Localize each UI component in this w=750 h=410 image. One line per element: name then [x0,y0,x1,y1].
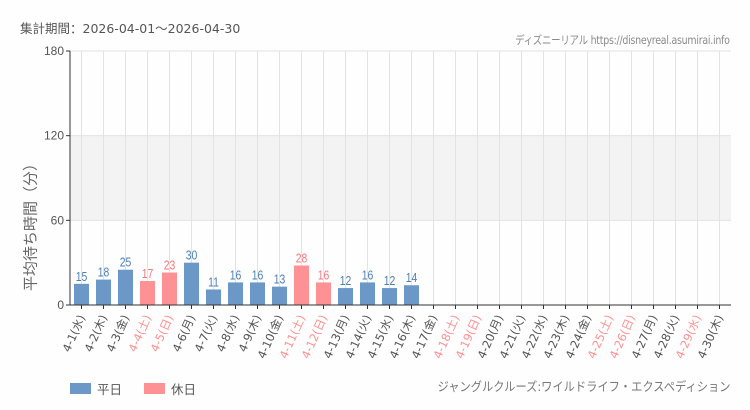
y-tick-label: 180 [44,44,64,58]
bar[interactable] [272,286,287,305]
bar[interactable] [316,282,331,305]
bar[interactable] [228,282,243,305]
bar[interactable] [250,282,265,305]
bar[interactable] [162,272,177,305]
bar-value-label: 12 [384,274,396,288]
bar-value-label: 14 [406,271,418,285]
legend-holiday[interactable]: 休日 [144,379,196,398]
attraction-name: ジャングルクルーズ:ワイルドライフ・エクスペディション [437,379,730,394]
weekday-swatch [70,383,91,394]
bar[interactable] [360,282,375,305]
y-tick-label: 0 [57,298,64,312]
legend-weekday-label: 平日 [97,382,123,397]
bar-value-label: 30 [186,249,198,263]
bar[interactable] [118,269,133,305]
bar-value-label: 16 [318,268,330,282]
bar[interactable] [338,288,353,305]
bar-value-label: 16 [230,268,242,282]
bar-value-label: 28 [296,251,308,265]
bar[interactable] [96,279,111,305]
bar[interactable] [140,281,155,305]
bar[interactable] [404,285,419,305]
period-label: 集計期間：2026-04-01～2026-04-30 [20,21,241,36]
bar-value-label: 13 [274,273,286,287]
grid-band [70,135,731,221]
bar-value-label: 23 [164,259,176,273]
holiday-swatch [144,383,166,394]
bar-value-label: 16 [252,268,264,282]
y-tick-label: 120 [44,129,64,143]
bar-value-label: 12 [340,274,352,288]
bar-value-label: 15 [76,270,88,284]
bar-value-label: 11 [208,275,219,289]
legend: 平日 休日 [70,379,196,398]
bar-value-label: 18 [98,266,110,280]
bar[interactable] [382,288,397,305]
bar[interactable] [294,265,309,305]
bar[interactable] [184,262,199,305]
bar[interactable] [74,283,89,305]
bar-value-label: 16 [362,268,374,282]
bar-value-label: 17 [142,267,154,281]
y-tick-label: 60 [51,213,65,227]
site-credit: ディズニーリアル https://disneyreal.asumirai.inf… [515,33,730,47]
bar[interactable] [206,289,221,305]
legend-weekday[interactable]: 平日 [70,379,122,398]
bar-value-label: 25 [120,256,132,270]
legend-holiday-label: 休日 [171,382,197,397]
